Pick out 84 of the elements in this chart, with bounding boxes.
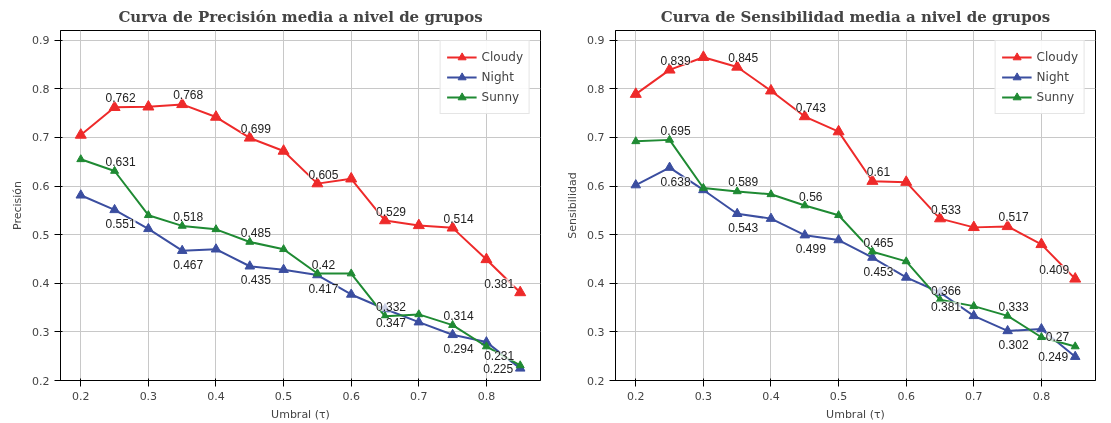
data-label: 0.453 (863, 264, 894, 279)
y-tick-label: 0.3 (32, 325, 50, 339)
data-label: 0.381 (484, 276, 515, 291)
data-label: 0.551 (105, 216, 136, 231)
y-tick-label: 0.6 (32, 180, 50, 194)
data-label: 0.845 (728, 50, 759, 65)
y-tick-label: 0.5 (587, 228, 605, 242)
data-label: 0.518 (173, 209, 204, 224)
x-tick-label: 0.2 (627, 389, 645, 403)
data-label: 0.409 (1039, 262, 1070, 277)
data-label: 0.249 (1038, 350, 1069, 365)
data-label: 0.435 (240, 273, 272, 288)
data-label: 0.61 (866, 165, 891, 180)
data-label: 0.605 (308, 167, 339, 182)
data-label: 0.839 (660, 53, 691, 68)
data-label: 0.465 (863, 235, 894, 250)
data-label: 0.768 (173, 88, 204, 103)
data-label: 0.485 (240, 225, 272, 240)
x-tick-label: 0.6 (342, 389, 360, 403)
legend-label: Cloudy (481, 50, 523, 64)
y-tick-label: 0.5 (32, 228, 50, 242)
x-axis-title: Umbral (τ) (826, 407, 885, 421)
x-tick-label: 0.7 (410, 389, 428, 403)
x-tick-label: 0.7 (965, 389, 983, 403)
y-tick-label: 0.3 (587, 325, 605, 339)
data-label: 0.225 (483, 361, 514, 376)
y-tick-label: 0.6 (587, 180, 605, 194)
data-label: 0.347 (375, 316, 407, 331)
data-label: 0.514 (443, 211, 474, 226)
data-label: 0.743 (795, 100, 827, 115)
data-label: 0.499 (795, 242, 827, 257)
x-tick-label: 0.5 (274, 389, 293, 403)
data-label: 0.417 (308, 282, 339, 297)
legend-label: Sunny (1036, 90, 1075, 104)
data-label: 0.27 (1045, 330, 1070, 345)
x-tick-label: 0.3 (139, 389, 158, 403)
data-label: 0.589 (728, 175, 759, 190)
data-label: 0.699 (240, 121, 272, 136)
y-tick-label: 0.7 (32, 131, 50, 145)
y-tick-label: 0.9 (32, 34, 50, 48)
data-label: 0.467 (173, 257, 204, 272)
y-tick-label: 0.4 (587, 277, 605, 291)
data-label: 0.294 (443, 341, 474, 356)
chart-title: Curva de Sensibilidad media a nivel de grupos (660, 7, 1051, 26)
y-tick-label: 0.8 (32, 82, 50, 96)
data-label: 0.302 (998, 337, 1029, 352)
y-tick-label: 0.2 (32, 374, 50, 388)
data-label: 0.533 (930, 202, 962, 217)
x-tick-label: 0.4 (762, 389, 780, 403)
x-tick-label: 0.8 (477, 389, 496, 403)
legend-label: Cloudy (1036, 50, 1078, 64)
data-label: 0.56 (799, 189, 823, 204)
y-tick-label: 0.9 (587, 34, 605, 48)
x-axis-title: Umbral (τ) (271, 407, 330, 421)
y-axis-title: Precisión (11, 180, 25, 231)
data-label: 0.543 (728, 220, 759, 235)
y-tick-label: 0.4 (32, 277, 50, 291)
data-label: 0.631 (105, 154, 136, 169)
data-label: 0.42 (311, 257, 336, 272)
data-label: 0.529 (375, 204, 407, 219)
data-label: 0.695 (660, 123, 691, 138)
y-tick-label: 0.8 (587, 82, 605, 96)
legend-label: Night (1036, 70, 1069, 84)
y-tick-label: 0.2 (587, 374, 605, 388)
data-label: 0.314 (443, 309, 474, 324)
x-tick-label: 0.6 (897, 389, 915, 403)
x-tick-label: 0.2 (72, 389, 90, 403)
y-axis-title: Sensibilidad (566, 172, 580, 239)
x-tick-label: 0.4 (207, 389, 225, 403)
x-tick-label: 0.5 (829, 389, 848, 403)
data-label: 0.638 (660, 174, 691, 189)
data-label: 0.333 (998, 299, 1029, 314)
chart-title: Curva de Precisión media a nivel de grupos (118, 7, 483, 26)
legend-label: Night (481, 70, 514, 84)
legend-label: Sunny (481, 90, 520, 104)
data-label: 0.762 (105, 91, 136, 106)
y-tick-label: 0.7 (587, 131, 605, 145)
data-label: 0.381 (930, 299, 962, 314)
data-label: 0.366 (930, 283, 962, 298)
data-label: 0.332 (375, 300, 407, 315)
data-label: 0.231 (484, 349, 515, 364)
data-label: 0.517 (998, 210, 1029, 225)
x-tick-label: 0.8 (1032, 389, 1051, 403)
x-tick-label: 0.3 (694, 389, 713, 403)
